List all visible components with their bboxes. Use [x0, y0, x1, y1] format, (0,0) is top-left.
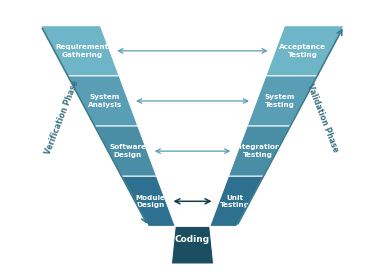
FancyArrowPatch shape — [156, 149, 229, 153]
Text: System
Analysis: System Analysis — [88, 94, 122, 108]
Text: System
Testing: System Testing — [265, 94, 295, 108]
FancyArrowPatch shape — [175, 199, 210, 204]
Polygon shape — [228, 126, 290, 176]
Text: Verification Phase: Verification Phase — [44, 79, 80, 156]
Polygon shape — [122, 176, 175, 226]
Text: Validation Phase: Validation Phase — [306, 82, 340, 153]
FancyArrowPatch shape — [137, 99, 248, 103]
Text: Software
Design: Software Design — [109, 144, 146, 158]
Text: Integration
Testing: Integration Testing — [234, 144, 280, 158]
Polygon shape — [266, 26, 344, 76]
FancyArrowPatch shape — [119, 49, 266, 53]
Polygon shape — [171, 226, 214, 264]
Polygon shape — [95, 126, 157, 176]
Polygon shape — [41, 26, 119, 76]
Text: Acceptance
Testing: Acceptance Testing — [280, 44, 326, 58]
Text: Requirement
Gathering: Requirement Gathering — [55, 44, 109, 58]
Text: Coding: Coding — [175, 235, 210, 244]
Text: Unit
Testing: Unit Testing — [219, 195, 249, 208]
Polygon shape — [247, 76, 317, 126]
Polygon shape — [68, 76, 138, 126]
Polygon shape — [210, 176, 263, 226]
Text: Module
Design: Module Design — [136, 195, 166, 208]
